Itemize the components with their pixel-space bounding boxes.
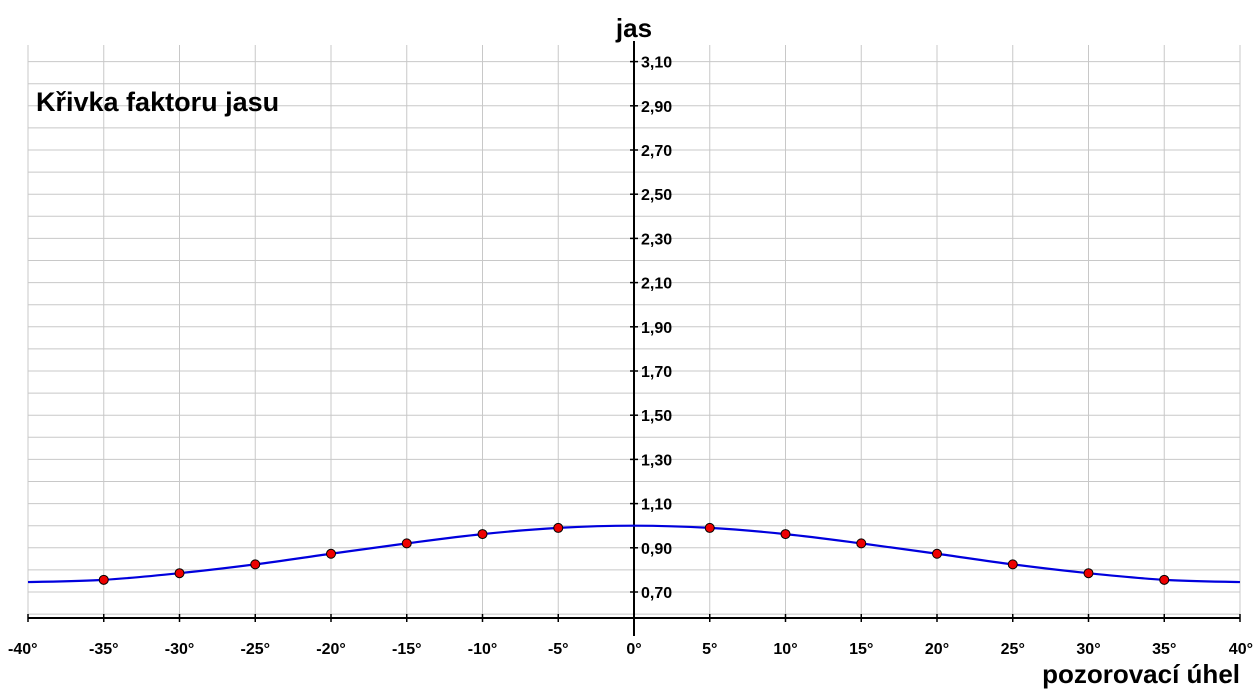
data-point bbox=[477, 529, 488, 540]
y-tick-label: 2,50 bbox=[641, 187, 672, 204]
x-tick-label: 25° bbox=[1001, 641, 1025, 658]
x-tick-label: 20° bbox=[925, 641, 949, 658]
data-point bbox=[98, 574, 109, 585]
x-tick-label: -10° bbox=[468, 641, 498, 658]
data-point bbox=[174, 568, 185, 579]
y-tick-label: 2,90 bbox=[641, 99, 672, 116]
y-tick-label: 2,10 bbox=[641, 276, 672, 293]
x-tick-label: -5° bbox=[548, 641, 569, 658]
y-axis-title: jas bbox=[615, 13, 652, 43]
x-tick-label: 0° bbox=[626, 641, 641, 658]
x-tick-label: -25° bbox=[240, 641, 270, 658]
axes bbox=[27, 41, 1241, 636]
x-tick-label: -20° bbox=[316, 641, 346, 658]
x-tick-label: 35° bbox=[1152, 641, 1176, 658]
y-tick-label: 2,30 bbox=[641, 231, 672, 248]
data-point bbox=[553, 522, 564, 533]
x-axis-title: pozorovací úhel bbox=[1042, 659, 1240, 689]
x-tick-label: 40° bbox=[1229, 641, 1253, 658]
data-point bbox=[932, 548, 942, 559]
y-tick-label: 0,70 bbox=[641, 585, 672, 602]
data-point bbox=[401, 538, 412, 549]
data-point bbox=[326, 548, 336, 559]
y-tick-label: 2,70 bbox=[641, 143, 672, 160]
data-point bbox=[780, 529, 791, 540]
x-tick-label: 30° bbox=[1076, 641, 1100, 658]
x-tick-labels: -40° -35° -30° -25° -20° -15° -10° -5° 0° 5° 10° 15… bbox=[8, 641, 1253, 658]
data-point bbox=[704, 522, 715, 533]
y-tick-label: 1,50 bbox=[641, 408, 672, 425]
y-tick-label: 1,90 bbox=[641, 320, 672, 337]
y-tick-label: 1,30 bbox=[641, 452, 672, 469]
x-tick-label: 15° bbox=[849, 641, 873, 658]
x-tick-label: -35° bbox=[89, 641, 119, 658]
chart-title: Křivka faktoru jasu bbox=[36, 87, 279, 117]
data-point bbox=[250, 559, 261, 570]
data-point bbox=[1083, 568, 1094, 579]
y-tick-label: 1,70 bbox=[641, 364, 672, 381]
x-tick-label: 5° bbox=[702, 641, 717, 658]
series-line bbox=[27, 524, 1241, 584]
y-tick-labels: 0,70 0,90 1,10 1,30 1,50 1,70 1,90 2,10 2,30 2,50… bbox=[641, 55, 672, 602]
y-tick-label: 0,90 bbox=[641, 541, 672, 558]
data-point bbox=[856, 538, 867, 549]
data-point bbox=[1007, 559, 1018, 570]
series-layer bbox=[27, 522, 1241, 585]
y-tick-label: 1,10 bbox=[641, 497, 672, 514]
x-tick-label: -15° bbox=[392, 641, 422, 658]
x-tick-label: 10° bbox=[773, 641, 797, 658]
y-tick-label: 3,10 bbox=[641, 55, 672, 72]
x-tick-label: -40° bbox=[8, 641, 38, 658]
data-point bbox=[1159, 574, 1170, 585]
x-tick-label: -30° bbox=[165, 641, 195, 658]
